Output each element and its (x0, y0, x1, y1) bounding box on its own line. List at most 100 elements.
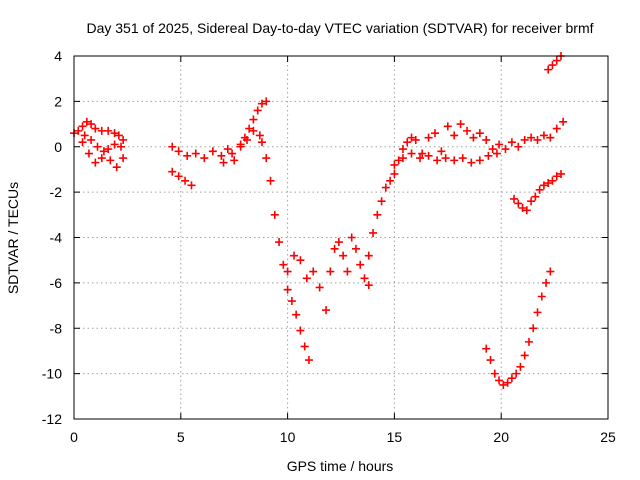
data-series (390, 149, 501, 169)
x-tick-label: 25 (600, 429, 616, 445)
data-point (300, 342, 309, 351)
data-point (87, 135, 96, 144)
data-point (490, 369, 499, 378)
data-point (527, 133, 536, 142)
data-point (488, 145, 497, 154)
data-point (283, 267, 292, 276)
data-point (441, 154, 450, 163)
data-point (514, 142, 523, 151)
data-point (450, 156, 459, 165)
data-point (520, 135, 529, 144)
x-tick-label: 5 (177, 429, 185, 445)
data-point (539, 131, 548, 140)
data-point (223, 145, 232, 154)
data-point (249, 126, 258, 135)
data-point (418, 149, 427, 158)
data-point (80, 131, 89, 140)
data-point (390, 169, 399, 178)
data-point (255, 131, 264, 140)
data-point (463, 126, 472, 135)
y-tick-label: -6 (50, 275, 63, 291)
data-point (339, 251, 348, 260)
data-point (283, 285, 292, 294)
x-tick-label: 10 (280, 429, 296, 445)
data-point (87, 120, 96, 129)
data-point (381, 183, 390, 192)
chart-title: Day 351 of 2025, Sidereal Day-to-day VTE… (86, 20, 593, 36)
data-point (91, 124, 100, 133)
data-point (191, 149, 200, 158)
data-point (518, 204, 527, 213)
data-point (486, 356, 495, 365)
data-point (544, 65, 553, 74)
data-point (106, 156, 115, 165)
data-point (219, 158, 228, 167)
data-point (257, 99, 266, 108)
data-point (533, 135, 542, 144)
data-point (249, 115, 258, 124)
data-point (245, 124, 254, 133)
data-point (112, 163, 121, 172)
y-tick-label: -2 (50, 184, 63, 200)
data-point (257, 138, 266, 147)
data-point (279, 260, 288, 269)
data-point (537, 292, 546, 301)
data-point (531, 192, 540, 201)
data-point (552, 124, 561, 133)
data-point (322, 306, 331, 315)
data-point (243, 135, 252, 144)
data-point (484, 151, 493, 160)
data-point (208, 147, 217, 156)
data-point (407, 149, 416, 158)
y-tick-label: -12 (42, 411, 62, 427)
data-point (552, 56, 561, 65)
data-point (74, 126, 83, 135)
data-point (315, 283, 324, 292)
plot-frame (73, 55, 609, 420)
data-point (104, 126, 113, 135)
data-point (99, 147, 108, 156)
data-point (262, 97, 271, 106)
data-point (110, 140, 119, 149)
data-point (275, 238, 284, 247)
data-point (356, 260, 365, 269)
data-point (236, 142, 245, 151)
data-point (559, 117, 568, 126)
data-point (398, 154, 407, 163)
data-point (557, 169, 566, 178)
data-point (503, 378, 512, 387)
x-axis-label: GPS time / hours (287, 458, 394, 474)
data-point (266, 176, 275, 185)
y-tick-label: 2 (54, 93, 62, 109)
data-point (296, 326, 305, 335)
data-point (548, 61, 557, 70)
x-tick-label: 15 (387, 429, 403, 445)
data-point (200, 154, 209, 163)
data-point (512, 369, 521, 378)
data-point (309, 267, 318, 276)
data-point (450, 131, 459, 140)
data-point (174, 172, 183, 181)
data-point (507, 374, 516, 383)
data-point (535, 185, 544, 194)
data-point (407, 133, 416, 142)
data-point (475, 156, 484, 165)
data-point (174, 147, 183, 156)
data-point (304, 356, 313, 365)
data-point (119, 135, 128, 144)
data-point (364, 251, 373, 260)
data-series (482, 267, 555, 389)
data-point (542, 278, 551, 287)
data-point (510, 194, 519, 203)
data-series (364, 117, 568, 260)
data-point (495, 376, 504, 385)
data-point (302, 274, 311, 283)
data-point (343, 267, 352, 276)
x-tick-label: 0 (70, 429, 78, 445)
data-point (168, 167, 177, 176)
y-tick-label: 4 (54, 48, 62, 64)
data-point (544, 179, 553, 188)
data-point (369, 228, 378, 237)
data-series (510, 52, 566, 215)
